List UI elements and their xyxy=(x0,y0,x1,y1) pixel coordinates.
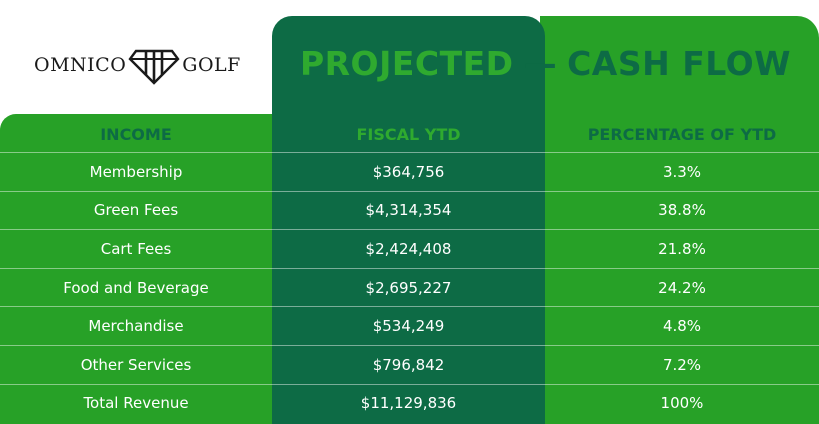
table-header: INCOME FISCAL YTD PERCENTAGE OF YTD xyxy=(0,116,819,152)
income-cell: Food and Beverage xyxy=(63,278,209,297)
percentage-cell: 24.2% xyxy=(658,278,706,297)
page-title: PROJECTED — CASH FLOW xyxy=(272,44,819,83)
table-row: Membership $364,756 3.3% xyxy=(0,152,819,191)
income-cell: Other Services xyxy=(80,355,192,374)
title-dash: — xyxy=(523,44,558,83)
income-cell: Green Fees xyxy=(93,201,179,220)
brand-logo: OMNICO GOLF xyxy=(34,40,244,90)
fiscal-ytd-cell: $796,842 xyxy=(372,355,445,374)
income-cell: Merchandise xyxy=(88,317,184,336)
highlight-column xyxy=(272,16,545,424)
income-cell: Membership xyxy=(89,162,183,181)
percentage-cell: 7.2% xyxy=(662,355,702,374)
fiscal-ytd-cell: $4,314,354 xyxy=(365,201,452,220)
header-fiscal-ytd: FISCAL YTD xyxy=(356,124,461,144)
percentage-cell: 21.8% xyxy=(658,239,706,258)
header-income: INCOME xyxy=(100,124,172,144)
header-percentage: PERCENTAGE OF YTD xyxy=(587,124,777,144)
title-word-cash-flow: CASH FLOW xyxy=(567,44,792,83)
percentage-cell: 100% xyxy=(660,394,704,413)
title-background xyxy=(540,16,819,126)
title-word-projected: PROJECTED xyxy=(299,44,514,83)
table-body: Membership $364,756 3.3% Green Fees $4,3… xyxy=(0,152,819,422)
table-row: Green Fees $4,314,354 38.8% xyxy=(0,190,819,230)
fiscal-ytd-cell: $534,249 xyxy=(372,317,445,336)
table-row-total: Total Revenue $11,129,836 100% xyxy=(0,383,819,423)
fiscal-ytd-cell: $364,756 xyxy=(372,162,445,181)
table-row: Merchandise $534,249 4.8% xyxy=(0,306,819,345)
diamond-gem-icon xyxy=(128,49,180,85)
table-row: Cart Fees $2,424,408 21.8% xyxy=(0,229,819,268)
brand-right-word: GOLF xyxy=(182,54,241,76)
income-cell: Total Revenue xyxy=(83,394,189,413)
fiscal-ytd-cell: $2,424,408 xyxy=(365,239,452,258)
table-row: Food and Beverage $2,695,227 24.2% xyxy=(0,267,819,307)
brand-left-word: OMNICO xyxy=(34,54,127,76)
percentage-cell: 4.8% xyxy=(662,317,702,336)
percentage-cell: 38.8% xyxy=(658,201,706,220)
fiscal-ytd-cell: $11,129,836 xyxy=(360,394,457,413)
income-cell: Cart Fees xyxy=(100,239,172,258)
fiscal-ytd-cell: $2,695,227 xyxy=(365,278,452,297)
table-row: Other Services $796,842 7.2% xyxy=(0,344,819,384)
percentage-cell: 3.3% xyxy=(662,162,702,181)
